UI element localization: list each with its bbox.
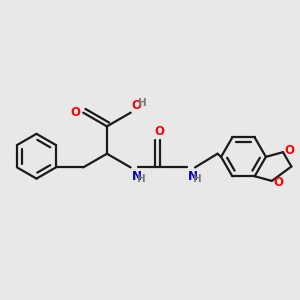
Text: N: N [132, 169, 142, 183]
Text: H: H [138, 98, 147, 108]
Text: O: O [132, 99, 142, 112]
Text: O: O [285, 144, 295, 157]
Text: O: O [71, 106, 81, 119]
Text: O: O [273, 176, 284, 189]
Text: H: H [193, 174, 202, 184]
Text: O: O [154, 124, 165, 138]
Text: H: H [136, 174, 145, 184]
Text: N: N [188, 169, 198, 183]
